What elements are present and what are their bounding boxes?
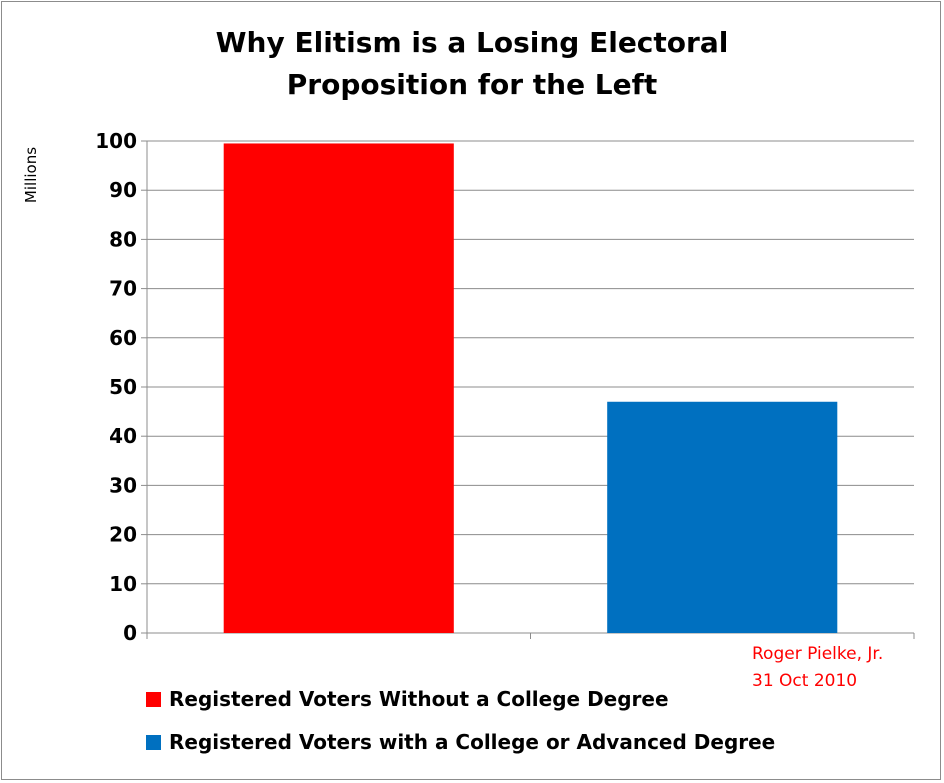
legend-item-no-degree: Registered Voters Without a College Degr… (146, 684, 775, 714)
author-date: 31 Oct 2010 (752, 671, 858, 691)
y-tick-label-30: 30 (109, 473, 137, 497)
y-tick-label-0: 0 (123, 621, 137, 645)
legend-swatch-red (146, 691, 161, 707)
bar-0 (223, 143, 454, 633)
legend-swatch-blue (146, 734, 161, 750)
legend: Registered Voters Without a College Degr… (146, 684, 775, 770)
y-tick-label-10: 10 (109, 572, 137, 596)
y-tick-label-100: 100 (95, 129, 137, 153)
y-tick-label-70: 70 (109, 277, 137, 301)
chart-title: Why Elitism is a Losing Electoral Propos… (0, 22, 944, 106)
legend-label-no-degree: Registered Voters Without a College Degr… (169, 687, 669, 711)
author-credit: Roger Pielke, Jr. 31 Oct 2010 (752, 641, 883, 695)
bar-1 (607, 401, 838, 633)
chart-title-line-1: Why Elitism is a Losing Electoral (215, 26, 729, 59)
y-tick-label-40: 40 (109, 424, 137, 448)
y-tick-label-20: 20 (109, 523, 137, 547)
y-tick-label-80: 80 (109, 227, 137, 251)
y-tick-label-60: 60 (109, 326, 137, 350)
y-tick-label-50: 50 (109, 375, 137, 399)
author-name: Roger Pielke, Jr. (752, 644, 884, 664)
y-tick-label-90: 90 (109, 178, 137, 202)
legend-item-college-degree: Registered Voters with a College or Adva… (146, 727, 775, 757)
legend-label-college-degree: Registered Voters with a College or Adva… (169, 730, 776, 754)
chart-title-line-2: Proposition for the Left (286, 68, 658, 101)
